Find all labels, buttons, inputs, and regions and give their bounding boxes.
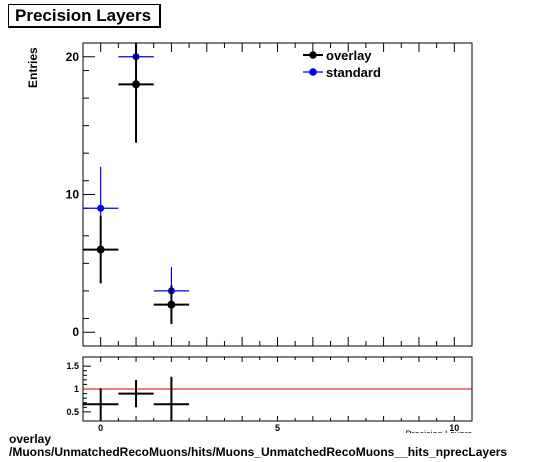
x-tick-label: 0 bbox=[98, 423, 103, 433]
footer-path: /Muons/UnmatchedRecoMuons/hits/Muons_Unm… bbox=[9, 445, 508, 459]
x-tick-label: 10 bbox=[449, 423, 459, 433]
chart-title: Precision Layers bbox=[8, 4, 161, 28]
legend-label: overlay bbox=[326, 48, 372, 63]
main-y-tick-label: 10 bbox=[66, 188, 80, 202]
x-label-mask bbox=[382, 433, 482, 462]
legend-label: standard bbox=[326, 65, 381, 80]
main-plot-frame bbox=[82, 42, 473, 347]
overlay-series bbox=[83, 43, 190, 325]
ratio-series bbox=[83, 376, 190, 421]
overlay-point bbox=[96, 245, 105, 254]
ratio-y-tick-label: 1.5 bbox=[66, 361, 79, 371]
legend-marker bbox=[309, 68, 317, 76]
legend: overlay standard bbox=[303, 48, 381, 80]
ratio-y-tick-label: 0.5 bbox=[66, 407, 79, 417]
main-y-tick-label: 20 bbox=[66, 50, 80, 64]
main-y-tick-label: 0 bbox=[72, 325, 79, 339]
overlay-point bbox=[167, 300, 176, 309]
standard-point bbox=[97, 204, 105, 212]
overlay-point bbox=[132, 80, 141, 89]
footer-label: overlay bbox=[9, 432, 52, 446]
legend-marker bbox=[309, 51, 317, 59]
ratio-y-tick-label: 1 bbox=[74, 384, 79, 394]
x-tick-label: 5 bbox=[275, 423, 280, 433]
